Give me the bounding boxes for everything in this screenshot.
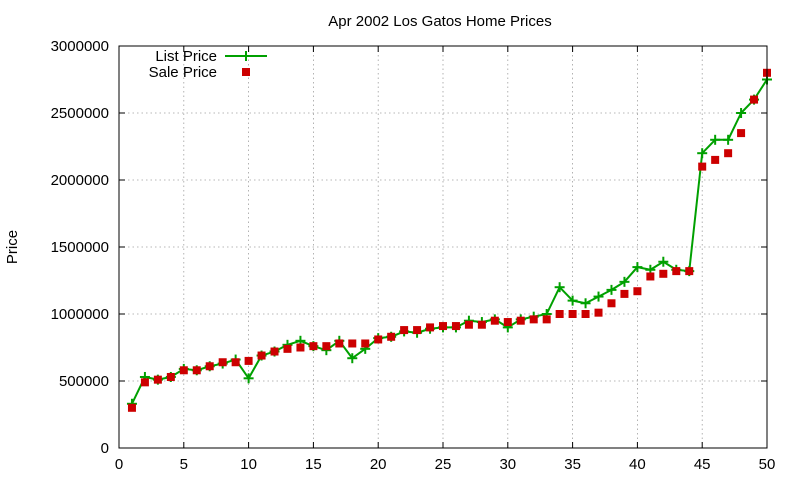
series-layer bbox=[126, 68, 772, 412]
sale-price-point bbox=[218, 358, 227, 367]
chart-title: Apr 2002 Los Gatos Home Prices bbox=[328, 13, 551, 30]
list-price-point bbox=[567, 295, 578, 306]
sale-price-point bbox=[426, 323, 435, 332]
x-tick-label: 35 bbox=[564, 456, 581, 473]
y-tick-label: 1000000 bbox=[51, 306, 109, 323]
y-tick-label: 500000 bbox=[59, 373, 109, 390]
list-price-point bbox=[619, 276, 630, 287]
sale-price-point bbox=[179, 366, 188, 375]
sale-price-point bbox=[348, 339, 357, 348]
sale-price-point bbox=[153, 375, 162, 384]
sale-price-point bbox=[296, 343, 305, 352]
sale-price-point bbox=[413, 326, 422, 335]
list-price-point bbox=[736, 108, 747, 118]
sale-price-point bbox=[270, 347, 279, 356]
sale-price-point bbox=[439, 322, 447, 331]
x-tick-label: 40 bbox=[629, 456, 646, 473]
sale-price-point bbox=[400, 326, 409, 335]
list-price-point bbox=[710, 134, 721, 145]
sale-price-point bbox=[503, 318, 512, 327]
x-tick-label: 20 bbox=[370, 456, 387, 473]
sale-price-point bbox=[750, 95, 759, 104]
y-tick-label: 2000000 bbox=[51, 172, 109, 189]
list-price-point bbox=[580, 298, 591, 309]
x-tick-label: 25 bbox=[435, 456, 452, 473]
sale-price-point bbox=[516, 316, 525, 325]
sale-price-point bbox=[244, 356, 253, 365]
sale-price-point bbox=[542, 315, 551, 324]
sale-price-series bbox=[127, 68, 771, 412]
sale-price-point bbox=[698, 162, 707, 171]
x-tick-label: 45 bbox=[694, 456, 711, 473]
sale-price-point bbox=[283, 344, 292, 353]
sale-price-point bbox=[387, 332, 396, 341]
list-price-point bbox=[243, 373, 254, 384]
sale-price-point bbox=[231, 358, 240, 367]
axis-ticks: 0 5 10 15 20 25 30 35 40 45 50 0 500000 1000000 150000… bbox=[51, 38, 776, 473]
legend-marker-list-price bbox=[241, 51, 251, 61]
sale-price-point bbox=[477, 320, 486, 329]
sale-price-point bbox=[140, 378, 149, 387]
list-price-point bbox=[723, 134, 734, 145]
sale-price-point bbox=[322, 342, 331, 351]
sale-price-point bbox=[555, 310, 564, 318]
sale-price-point bbox=[205, 362, 214, 371]
sale-price-point bbox=[529, 315, 538, 324]
legend-marker-sale-price bbox=[242, 68, 250, 76]
x-tick-label: 50 bbox=[759, 456, 776, 473]
x-tick-label: 0 bbox=[115, 456, 123, 473]
x-tick-label: 10 bbox=[240, 456, 257, 473]
sale-price-point bbox=[581, 310, 590, 318]
y-tick-label: 0 bbox=[101, 440, 109, 457]
y-axis-label: Price bbox=[4, 230, 21, 264]
list-price-point bbox=[658, 256, 669, 267]
sale-price-point bbox=[166, 372, 175, 381]
sale-price-point bbox=[737, 129, 746, 138]
sale-price-point bbox=[568, 310, 577, 318]
sale-price-point bbox=[607, 299, 616, 308]
x-tick-label: 15 bbox=[305, 456, 322, 473]
sale-price-point bbox=[361, 339, 370, 348]
sale-price-point bbox=[374, 335, 383, 344]
legend-label-sale-price: Sale Price bbox=[149, 64, 217, 81]
list-price-point bbox=[554, 282, 565, 293]
plot-frame bbox=[118, 45, 768, 449]
sale-price-point bbox=[620, 289, 629, 298]
sale-price-point bbox=[672, 267, 681, 276]
list-price-point bbox=[632, 262, 643, 273]
list-price-line bbox=[131, 78, 768, 405]
legend-label-list-price: List Price bbox=[155, 48, 217, 65]
sale-price-point bbox=[464, 320, 473, 329]
x-tick-label: 5 bbox=[180, 456, 188, 473]
list-price-point bbox=[697, 148, 708, 159]
list-price-point bbox=[606, 284, 617, 295]
sale-price-point bbox=[646, 272, 655, 281]
sale-price-point bbox=[724, 149, 733, 158]
sale-price-point bbox=[633, 287, 642, 296]
sale-price-point bbox=[192, 366, 201, 375]
sale-price-point bbox=[127, 403, 136, 412]
grid-lines bbox=[119, 46, 767, 448]
sale-price-point bbox=[309, 342, 318, 351]
list-price-point bbox=[347, 353, 358, 364]
sale-price-point bbox=[490, 316, 499, 325]
sale-price-point bbox=[711, 155, 720, 164]
sale-price-point bbox=[594, 308, 603, 317]
sale-price-point bbox=[659, 269, 668, 278]
sale-price-point bbox=[685, 267, 694, 276]
y-tick-label: 3000000 bbox=[51, 38, 109, 55]
y-tick-label: 2500000 bbox=[51, 105, 109, 122]
sale-price-point bbox=[451, 322, 460, 331]
sale-price-point bbox=[335, 339, 344, 348]
y-tick-label: 1500000 bbox=[51, 239, 109, 256]
list-price-point bbox=[593, 291, 604, 302]
sale-price-point bbox=[257, 351, 266, 360]
x-tick-label: 30 bbox=[499, 456, 516, 473]
